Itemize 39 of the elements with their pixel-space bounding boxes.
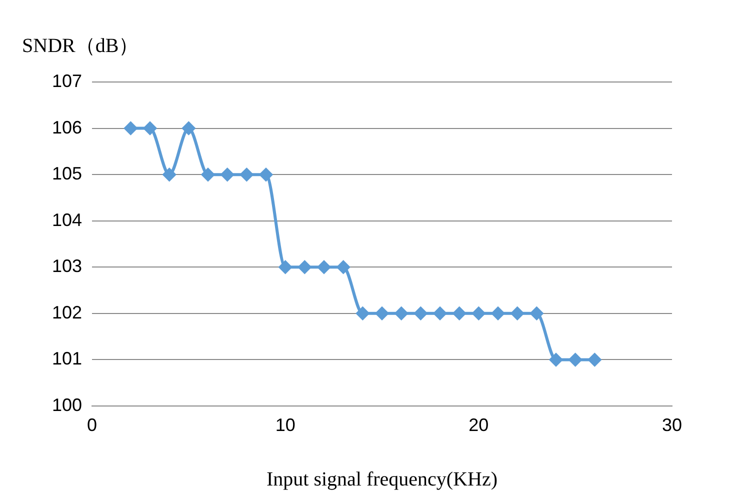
point — [278, 260, 292, 274]
point — [240, 168, 254, 182]
point — [182, 122, 196, 135]
y-tick-label: 100 — [52, 394, 82, 415]
point — [220, 168, 234, 182]
point — [492, 306, 504, 320]
y-tick-label: 105 — [52, 164, 82, 184]
point — [588, 353, 602, 366]
point — [434, 306, 446, 320]
point — [530, 306, 544, 320]
y-tick-label: 104 — [52, 210, 82, 230]
x-tick-label: 0 — [86, 414, 98, 435]
y-tick-label: 101 — [52, 348, 82, 369]
point — [414, 306, 428, 320]
point — [452, 306, 466, 320]
point — [336, 260, 350, 274]
point — [298, 260, 312, 274]
x-axis-title: Input signal frequency(KHz) — [266, 468, 498, 490]
y-tick-label: 106 — [52, 117, 82, 138]
x-tick-label: 10 — [275, 414, 296, 435]
y-tick-label: 102 — [52, 302, 82, 322]
x-tick-label: 30 — [662, 414, 682, 435]
point — [318, 260, 330, 274]
point — [202, 168, 214, 182]
point — [260, 168, 272, 182]
point — [124, 122, 138, 135]
point — [568, 353, 582, 366]
point — [376, 306, 388, 320]
point — [472, 306, 486, 320]
point — [356, 306, 370, 320]
point — [550, 353, 562, 366]
point — [510, 306, 524, 320]
y-tick-label: 107 — [52, 70, 82, 91]
point — [394, 306, 408, 320]
y-axis-title: SNDR（dB） — [22, 35, 139, 57]
point — [162, 168, 176, 182]
y-tick-label: 103 — [52, 256, 82, 276]
point — [144, 122, 156, 135]
x-tick-label: 20 — [468, 414, 489, 435]
